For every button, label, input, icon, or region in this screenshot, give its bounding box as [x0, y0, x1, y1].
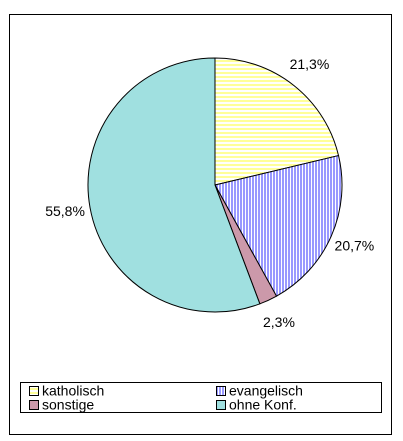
legend-label: sonstige: [42, 397, 94, 413]
legend-swatch: [29, 386, 39, 396]
pie-slice: [214, 57, 340, 186]
data-label: 21,3%: [290, 56, 330, 72]
legend-label: ohne Konf.: [229, 397, 297, 413]
data-label: 2,3%: [263, 314, 295, 330]
pie-slice: [87, 57, 261, 313]
pie-slice: [214, 154, 343, 297]
legend-swatch: [29, 400, 39, 410]
legend-swatch: [216, 386, 226, 396]
data-label: 20,7%: [335, 237, 375, 253]
pie: [87, 57, 343, 313]
legend: katholisch evangelisch sonstige ohne Konf.: [29, 383, 303, 413]
legend-swatch: [216, 400, 226, 410]
legend-box: [20, 382, 382, 413]
data-label: 55,8%: [45, 203, 85, 219]
legend-label: evangelisch: [229, 383, 303, 399]
legend-label: katholisch: [42, 383, 104, 399]
